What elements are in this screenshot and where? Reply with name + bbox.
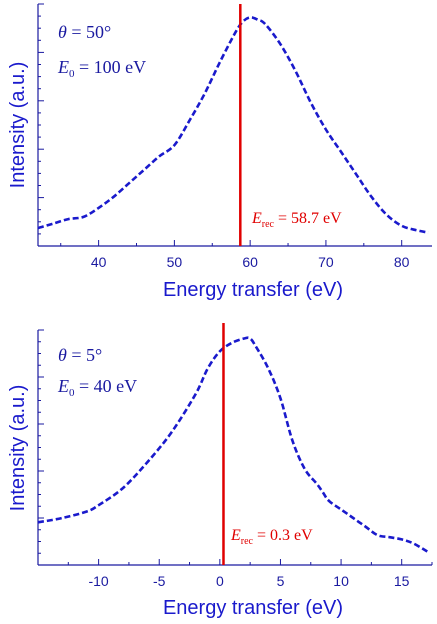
x-tick-label: 5 bbox=[277, 573, 285, 589]
panel-2-y-axis-label: Intensity (a.u.) bbox=[7, 385, 29, 512]
panel-2-erec-annotation: Erec = 0.3 eV bbox=[230, 527, 313, 547]
panel-1-x-ticks: 40 50 60 70 80 bbox=[60, 240, 410, 270]
x-tick-label: 60 bbox=[242, 254, 258, 270]
panel-2-e0-annotation: E0 = 40 eV bbox=[57, 376, 137, 399]
panel-1-y-axis-label: Intensity (a.u.) bbox=[7, 62, 29, 189]
panel-1-erec-annotation: Erec = 58.7 eV bbox=[251, 210, 342, 230]
x-tick-label: 80 bbox=[394, 254, 410, 270]
panel-2-x-axis-label: Energy transfer (eV) bbox=[163, 597, 343, 619]
x-tick-label: 10 bbox=[333, 573, 349, 589]
panel-2-x-ticks: -10 -5 0 5 10 15 bbox=[37, 559, 433, 589]
x-tick-label: 15 bbox=[394, 573, 410, 589]
panel-1-e0-annotation: E0 = 100 eV bbox=[57, 57, 146, 80]
panel-2-theta-annotation: θ = 5° bbox=[58, 345, 102, 365]
panel-1-x-axis-label: Energy transfer (eV) bbox=[163, 279, 343, 301]
x-tick-label: -5 bbox=[153, 573, 166, 589]
panel-2-y-ticks bbox=[38, 329, 44, 566]
x-tick-label: 50 bbox=[167, 254, 183, 270]
panel-1: 40 50 60 70 80 Intensity (a.u.) Energy trans… bbox=[7, 3, 432, 301]
x-tick-label: 0 bbox=[216, 573, 224, 589]
panel-1-series-line bbox=[37, 16, 429, 234]
panel-1-y-ticks bbox=[38, 3, 44, 247]
x-tick-label: 70 bbox=[318, 254, 334, 270]
panel-1-theta-annotation: θ = 50° bbox=[58, 22, 111, 42]
x-tick-label: -10 bbox=[88, 573, 108, 589]
panel-2: -10 -5 0 5 10 15 Intensity (a.u.) Energy tran… bbox=[7, 323, 433, 619]
x-tick-label: 40 bbox=[91, 254, 107, 270]
panel-2-series-line bbox=[37, 336, 430, 554]
